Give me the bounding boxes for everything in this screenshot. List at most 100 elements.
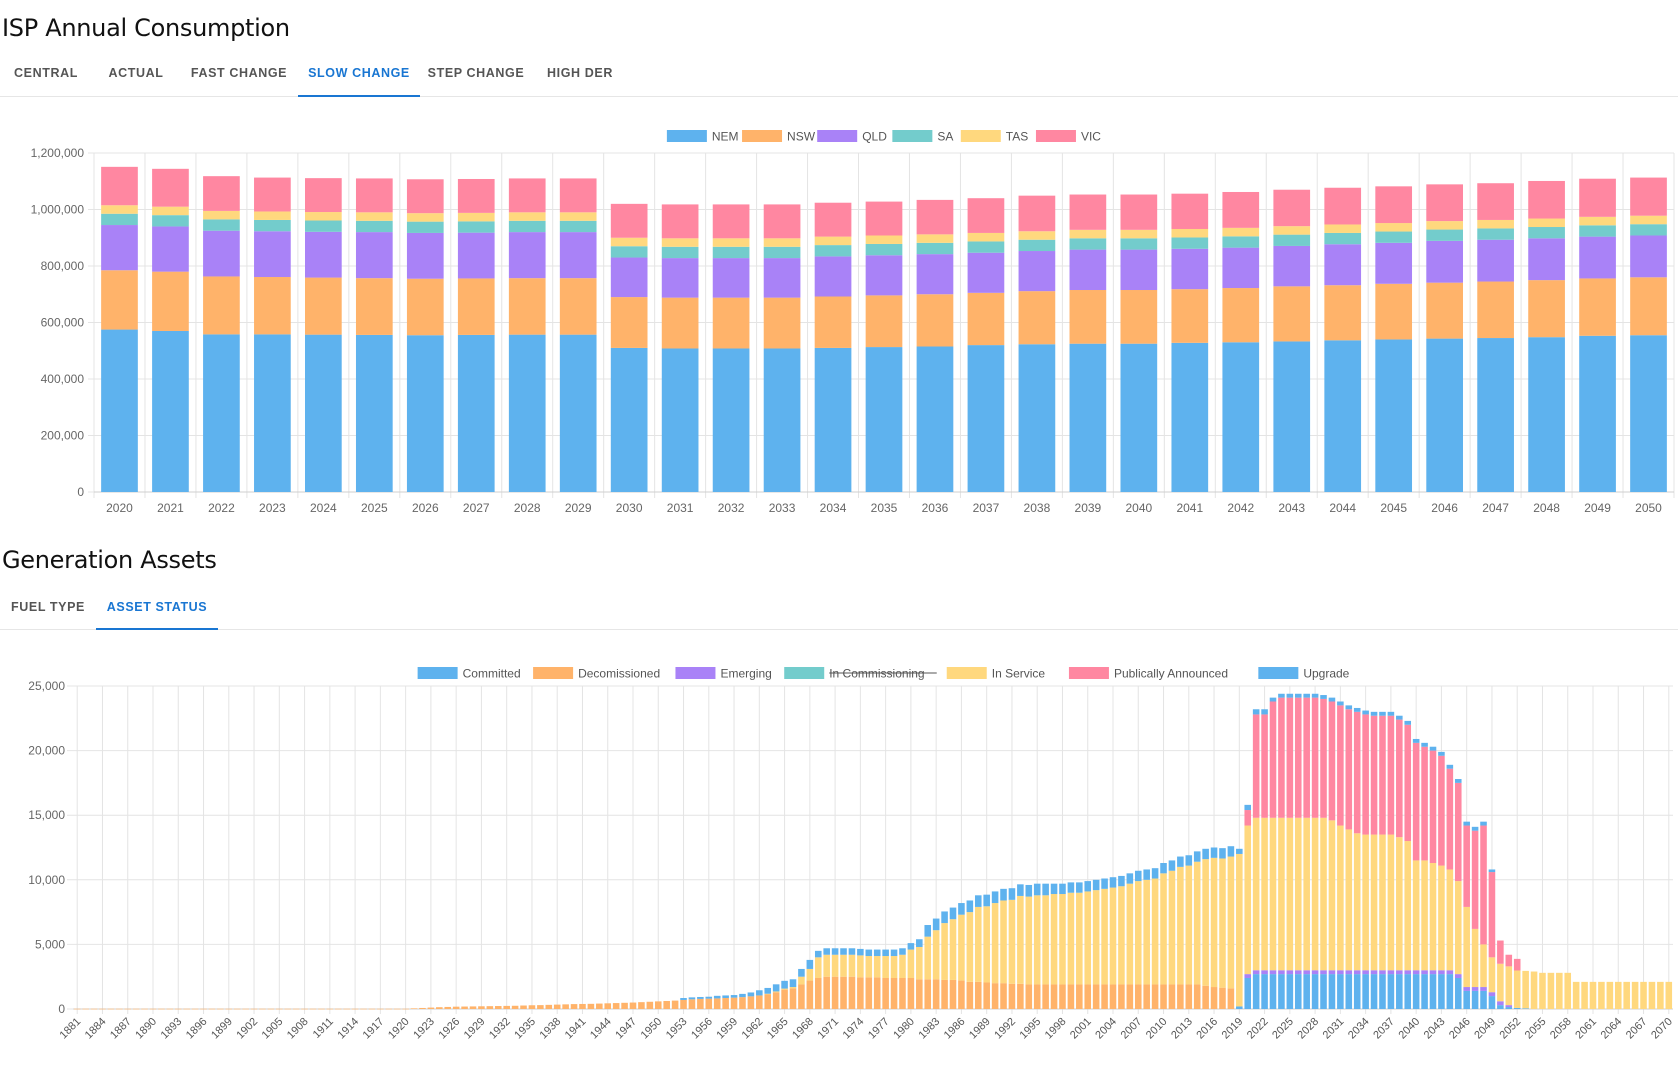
bar-vic-2021 (152, 168, 189, 207)
bar-stack-1939 (562, 1004, 569, 1009)
x-tick-label: 1974 (841, 1016, 867, 1042)
bar-vic-2020 (101, 166, 138, 206)
legend-item-in-service[interactable]: In Service (946, 667, 1046, 681)
tab-central[interactable]: CENTRAL (14, 66, 78, 80)
tab-fuel-type[interactable]: FUEL TYPE (11, 599, 85, 614)
bar-decomissioned-1956 (705, 998, 713, 1009)
page-title-generation: Generation Assets (2, 546, 217, 574)
bar-upgrade-1955 (697, 996, 704, 999)
x-tick-label: 1995 (1018, 1016, 1044, 1042)
bar-nsw-2034 (814, 296, 852, 348)
bar-vic-2034 (814, 202, 852, 237)
bar-in-service-2043 (1438, 865, 1445, 971)
bar-publically-announced-2039 (1404, 724, 1412, 842)
bar-decomissioned-1886 (116, 1008, 123, 1010)
tab-high-der[interactable]: HIGH DER (547, 66, 613, 80)
bar-decomissioned-1963 (764, 994, 772, 1009)
bar-stack-2032 (712, 204, 750, 492)
bar-in-service-2047 (1471, 928, 1479, 988)
bar-in-service-2065 (1623, 981, 1630, 1009)
legend-item-committed[interactable]: Committed (417, 667, 521, 681)
bar-in-service-2012 (1177, 866, 1184, 985)
bar-in-service-2016 (1210, 857, 1218, 988)
bar-decomissioned-1973 (848, 976, 856, 1009)
bar-decomissioned-1929 (478, 1006, 485, 1009)
bar-stack-2068 (1648, 981, 1656, 1009)
legend-item-qld[interactable]: QLD (817, 130, 887, 144)
bar-in-service-2055 (1539, 972, 1546, 1009)
bar-stack-2067 (1640, 981, 1647, 1009)
bar-upgrade-2028 (1311, 693, 1319, 698)
bar-decomissioned-1954 (688, 999, 696, 1009)
legend-item-in-commissioning[interactable]: In Commissioning (784, 667, 937, 681)
bar-sa-2039 (1069, 238, 1107, 250)
legend-item-emerging[interactable]: Emerging (675, 667, 772, 681)
bar-qld-2049 (1579, 236, 1616, 279)
bar-stack-1970 (823, 948, 830, 1009)
legend-swatch-publically-announced (1068, 667, 1109, 679)
bar-decomissioned-1892 (166, 1008, 174, 1010)
legend-item-upgrade[interactable]: Upgrade (1258, 667, 1350, 681)
bar-stack-1992 (1008, 888, 1016, 1009)
bar-committed-2041 (1421, 974, 1428, 1009)
bar-stack-1900 (233, 1008, 241, 1010)
legend-item-publically-announced[interactable]: Publically Announced (1068, 667, 1228, 681)
bar-upgrade-2031 (1337, 701, 1344, 706)
bar-qld-2024 (305, 231, 342, 278)
legend-item-sa[interactable]: SA (892, 130, 953, 144)
bar-decomissioned-1901 (242, 1008, 249, 1010)
x-tick-label: 2025 (1270, 1016, 1296, 1042)
legend-swatch-in-commissioning (784, 667, 825, 679)
legend-item-nsw[interactable]: NSW (742, 130, 816, 144)
tab-fast-change[interactable]: FAST CHANGE (190, 66, 288, 80)
bar-upgrade-2005 (1118, 875, 1125, 887)
bar-in-service-2042 (1429, 863, 1437, 971)
bar-decomissioned-1960 (739, 997, 746, 1009)
bar-upgrade-1994 (1025, 884, 1033, 897)
bar-decomissioned-1931 (494, 1006, 502, 1009)
bar-emerging-2042 (1429, 970, 1437, 975)
bar-nsw-2038 (1018, 291, 1056, 345)
bar-stack-1951 (663, 1000, 670, 1009)
bar-stack-2017 (1219, 848, 1226, 1009)
bar-stack-1918 (385, 1008, 393, 1010)
legend-item-decomissioned[interactable]: Decomissioned (533, 667, 660, 681)
bar-upgrade-1996 (1042, 883, 1049, 896)
tab-actual[interactable]: ACTUAL (108, 66, 164, 80)
bar-committed-2023 (1269, 974, 1277, 1009)
bar-stack-1950 (654, 1001, 662, 1009)
bar-upgrade-2025 (1286, 693, 1294, 698)
bar-upgrade-2014 (1193, 851, 1201, 862)
bar-decomissioned-1895 (191, 1008, 199, 1010)
legend-label-committed: Committed (463, 667, 521, 681)
bar-upgrade-1973 (848, 948, 856, 955)
bar-sa-2025 (355, 220, 393, 233)
tab-step-change[interactable]: STEP CHANGE (427, 66, 525, 80)
bar-nsw-2024 (305, 277, 342, 335)
bar-stack-2070 (1665, 981, 1673, 1009)
bar-stack-2024 (305, 178, 342, 492)
legend-item-tas[interactable]: TAS (960, 130, 1028, 144)
x-tick-label: 2032 (718, 501, 745, 515)
bar-decomissioned-1951 (663, 1000, 670, 1009)
tab-asset-status[interactable]: ASSET STATUS (96, 584, 218, 630)
x-tick-label: 1941 (563, 1016, 589, 1042)
bar-upgrade-1970 (823, 948, 830, 955)
bar-stack-2011 (1168, 860, 1176, 1009)
bar-stack-1993 (1017, 884, 1024, 1009)
tab-slow-change[interactable]: SLOW CHANGE (298, 50, 420, 97)
bar-decomissioned-1996 (1042, 984, 1049, 1009)
bar-stack-1973 (848, 948, 856, 1009)
bar-stack-1882 (82, 1008, 89, 1010)
bar-stack-1995 (1033, 883, 1041, 1009)
bar-emerging-2043 (1438, 970, 1445, 975)
x-tick-label: 2004 (1093, 1016, 1119, 1042)
legend-item-nem[interactable]: NEM (666, 130, 739, 144)
bar-publically-announced-2021 (1252, 714, 1260, 818)
bar-upgrade-1958 (722, 995, 729, 999)
bar-stack-2034 (1362, 710, 1369, 1009)
bar-decomissioned-1957 (713, 998, 721, 1009)
bar-emerging-2021 (1252, 970, 1260, 975)
legend-item-vic[interactable]: VIC (1035, 130, 1101, 144)
bar-decomissioned-1939 (562, 1004, 569, 1009)
